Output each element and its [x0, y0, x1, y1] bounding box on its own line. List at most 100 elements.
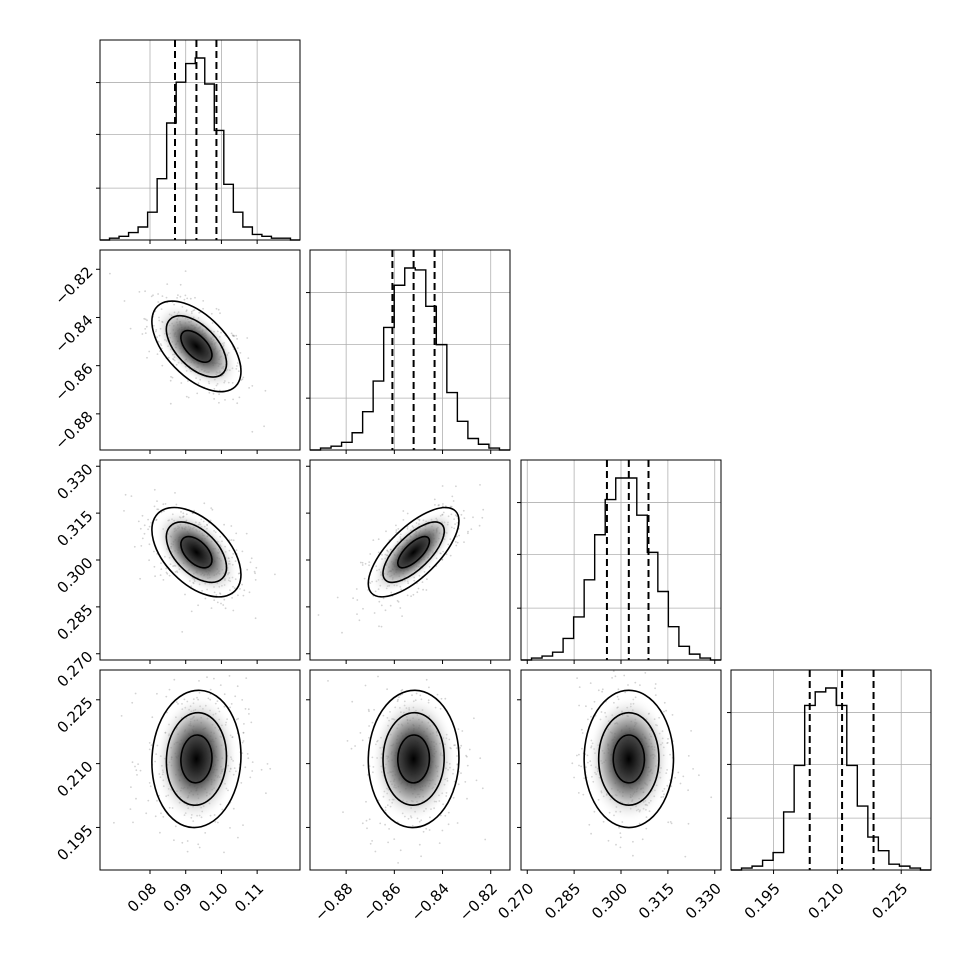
- scatter-point: [177, 294, 179, 296]
- scatter-point: [436, 693, 439, 696]
- scatter-point: [233, 587, 236, 590]
- scatter-point: [215, 307, 218, 310]
- scatter-point: [623, 674, 626, 677]
- scatter-point: [667, 821, 670, 824]
- scatter-point: [176, 297, 179, 299]
- scatter-point: [230, 703, 233, 705]
- scatter-point: [217, 645, 219, 647]
- scatter-point: [223, 705, 226, 708]
- scatter-point: [454, 541, 457, 543]
- scatter-point: [358, 619, 361, 622]
- x-tick-label: 0.315: [635, 880, 678, 923]
- scatter-point: [181, 631, 184, 633]
- x-tick-label: 0.330: [682, 880, 725, 923]
- scatter-point: [204, 597, 207, 600]
- scatter-point: [264, 389, 267, 392]
- scatter-point: [165, 296, 168, 299]
- scatter-point: [410, 595, 412, 598]
- scatter-point: [274, 573, 276, 576]
- scatter-point: [361, 822, 364, 825]
- scatter-point: [153, 565, 156, 568]
- scatter-point: [441, 829, 444, 832]
- scatter-point: [130, 786, 132, 788]
- scatter-point: [377, 551, 380, 554]
- scatter-point: [341, 631, 343, 634]
- scatter-point: [147, 528, 150, 531]
- scatter-point: [460, 772, 462, 774]
- scatter-point: [611, 677, 613, 679]
- scatter-point: [132, 821, 134, 824]
- scatter-point: [588, 823, 591, 826]
- scatter-point: [428, 686, 430, 689]
- scatter-point: [583, 777, 586, 779]
- scatter-point: [222, 604, 225, 606]
- scatter-point: [232, 398, 235, 401]
- scatter-point: [109, 272, 111, 275]
- contour-line-0: [583, 689, 675, 829]
- scatter-point: [417, 587, 420, 590]
- scatter-point: [218, 393, 221, 396]
- scatter-point: [243, 589, 246, 592]
- scatter-point: [475, 779, 478, 782]
- scatter-point: [401, 688, 404, 691]
- scatter-point: [593, 810, 596, 813]
- scatter-point: [380, 604, 383, 607]
- scatter-point: [166, 283, 169, 285]
- scatter-point: [369, 842, 372, 845]
- scatter-point: [428, 829, 431, 831]
- scatter-point: [581, 732, 584, 734]
- scatter-point: [466, 764, 469, 767]
- scatter-point: [580, 728, 583, 731]
- contour-line-1: [382, 521, 445, 584]
- scatter-point: [216, 601, 219, 604]
- scatter-point: [140, 545, 143, 547]
- scatter-point: [189, 297, 192, 300]
- scatter-point: [654, 683, 657, 685]
- scatter-frame: [99, 459, 301, 661]
- panels-layer: 0.08 0.09 0.10 0.11 −0.88 −0.86 −0.84 −0.820.27…: [51, 39, 932, 925]
- scatter-point: [250, 721, 253, 724]
- scatter-point: [455, 515, 458, 518]
- scatter-point: [251, 385, 254, 387]
- scatter-point: [371, 721, 374, 724]
- scatter-point: [396, 821, 399, 824]
- scatter-point: [166, 572, 169, 575]
- scatter-point: [248, 713, 250, 715]
- scatter-point: [470, 528, 473, 531]
- scatter-point: [214, 821, 217, 823]
- hist-frame: [309, 249, 511, 451]
- scatter-point: [250, 557, 253, 560]
- scatter-point: [173, 678, 176, 681]
- scatter-point: [248, 591, 251, 594]
- scatter-point: [679, 782, 682, 785]
- scatter-frame: [309, 669, 511, 871]
- scatter-point: [452, 796, 455, 799]
- scatter-point: [590, 832, 592, 835]
- scatter-point: [228, 675, 231, 677]
- scatter-point: [456, 822, 459, 824]
- scatter-point: [183, 298, 186, 301]
- scatter-point: [654, 694, 657, 696]
- scatter-point: [380, 625, 383, 628]
- scatter-point: [576, 754, 578, 757]
- hist-frame: [99, 39, 301, 241]
- scatter-point: [421, 581, 424, 583]
- scatter-point: [253, 570, 256, 573]
- scatter-point: [386, 688, 388, 691]
- y-tick-label: 0.225: [53, 694, 96, 737]
- scatter-point: [242, 732, 245, 734]
- scatter-point: [445, 553, 448, 556]
- scatter-point: [151, 716, 154, 719]
- scatter-point: [619, 836, 622, 839]
- scatter-point: [401, 615, 403, 617]
- contour-line-1: [597, 711, 660, 807]
- scatter-point: [175, 503, 178, 506]
- scatter-point: [365, 819, 368, 822]
- scatter-point: [232, 335, 234, 337]
- y-tick-label: 0.330: [53, 460, 96, 503]
- scatter-point: [149, 785, 152, 788]
- scatter-point: [130, 495, 133, 497]
- scatter-point: [160, 812, 162, 815]
- scatter-point: [266, 763, 269, 765]
- scatter-point: [400, 663, 402, 665]
